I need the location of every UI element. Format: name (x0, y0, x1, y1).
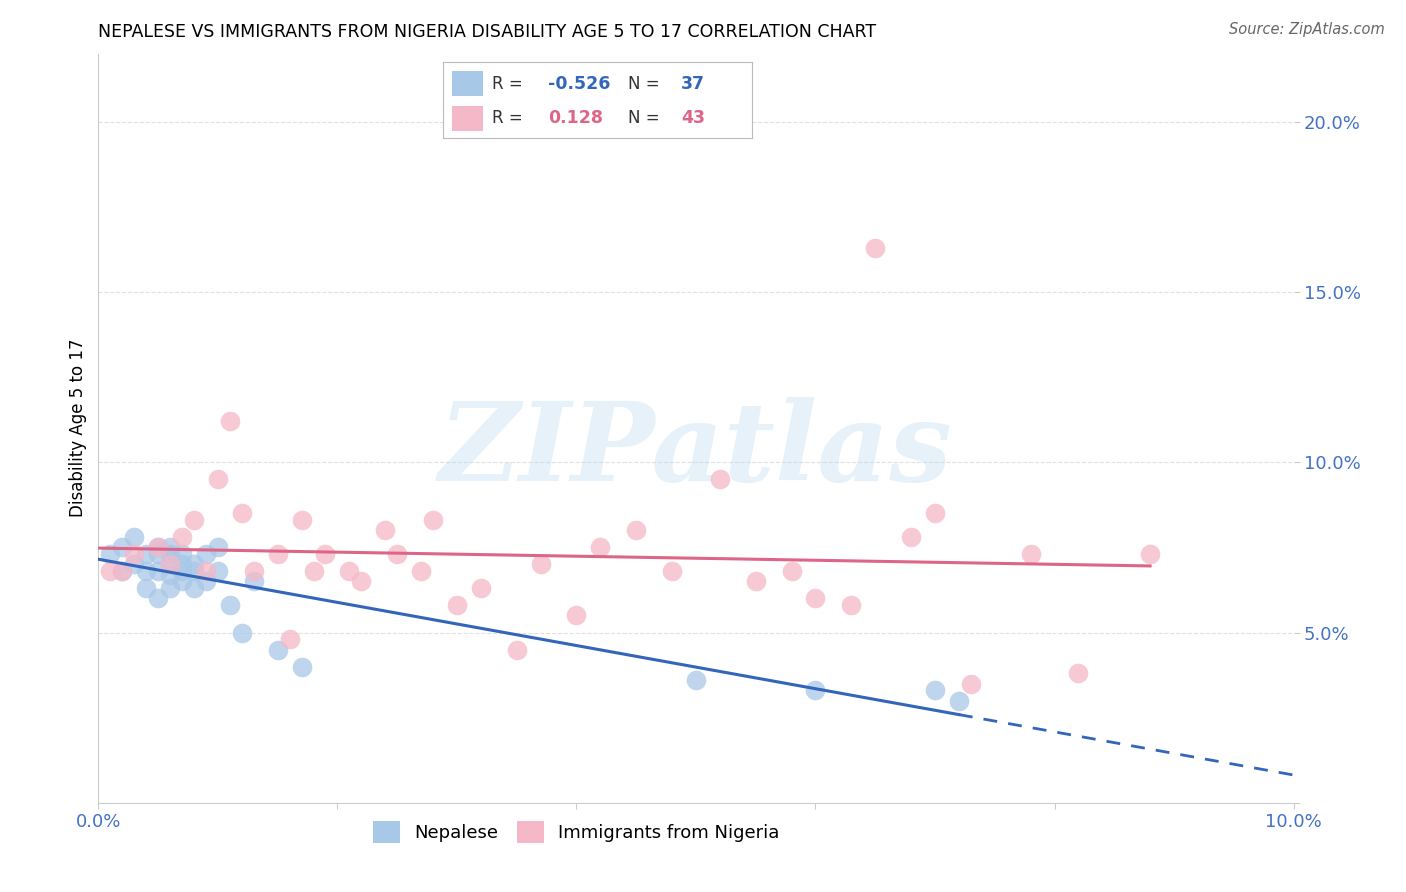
Point (195, 574, 218, 589)
Point (291, 659, 314, 673)
Point (243, 574, 266, 589)
Point (804, 683, 827, 698)
Text: N =: N = (628, 75, 665, 93)
Point (111, 541, 134, 555)
Point (685, 673, 707, 688)
Point (135, 564, 157, 578)
Point (1139, 547, 1161, 561)
Point (948, 693, 970, 707)
Point (231, 506, 253, 520)
Point (267, 547, 290, 561)
Point (159, 558, 181, 572)
Point (111, 564, 134, 578)
Point (148, 564, 170, 578)
Text: -0.526: -0.526 (548, 75, 610, 93)
Point (302, 564, 325, 578)
Point (411, 564, 433, 578)
Point (589, 541, 612, 555)
Point (267, 642, 290, 657)
Point (470, 581, 492, 595)
Point (207, 564, 229, 578)
Text: N =: N = (628, 109, 665, 127)
Point (172, 547, 194, 561)
Point (148, 541, 170, 555)
Point (172, 574, 194, 589)
Point (111, 564, 134, 578)
Point (924, 683, 946, 698)
Point (183, 513, 205, 527)
Point (960, 676, 983, 690)
Point (159, 541, 181, 555)
Point (183, 564, 205, 578)
Legend: Nepalese, Immigrants from Nigeria: Nepalese, Immigrants from Nigeria (366, 814, 787, 850)
Text: 43: 43 (681, 109, 704, 127)
Point (172, 558, 194, 572)
Point (446, 599, 468, 613)
Point (865, 241, 887, 255)
Point (124, 530, 146, 544)
Point (172, 530, 194, 544)
Point (780, 564, 803, 578)
Point (207, 541, 229, 555)
Point (900, 530, 922, 544)
Point (135, 547, 157, 561)
Point (422, 513, 444, 527)
Point (148, 541, 170, 555)
Point (148, 591, 170, 606)
Point (195, 547, 218, 561)
Point (183, 558, 205, 572)
Point (159, 581, 181, 595)
Point (159, 567, 181, 582)
Point (565, 608, 588, 623)
Y-axis label: Disability Age 5 to 17: Disability Age 5 to 17 (69, 339, 87, 517)
Point (98, 547, 122, 561)
Point (278, 632, 301, 647)
Point (159, 558, 181, 572)
Text: R =: R = (492, 109, 529, 127)
Point (172, 564, 194, 578)
Point (124, 558, 146, 572)
Point (745, 574, 768, 589)
Point (124, 547, 146, 561)
Text: Source: ZipAtlas.com: Source: ZipAtlas.com (1229, 22, 1385, 37)
Point (1067, 666, 1090, 681)
Point (709, 472, 731, 486)
Text: 0.128: 0.128 (548, 109, 603, 127)
Point (339, 564, 361, 578)
Point (291, 513, 314, 527)
Point (1019, 547, 1042, 561)
Point (530, 558, 553, 572)
Point (219, 599, 242, 613)
Point (924, 506, 946, 520)
Point (506, 642, 529, 657)
Text: ZIPatlas: ZIPatlas (439, 397, 953, 504)
Point (148, 547, 170, 561)
Point (626, 524, 648, 538)
Point (183, 581, 205, 595)
Point (374, 524, 396, 538)
Point (243, 564, 266, 578)
Point (195, 564, 218, 578)
Point (661, 564, 683, 578)
Bar (453, 105, 484, 130)
Point (350, 574, 373, 589)
Bar (453, 70, 484, 95)
Point (135, 581, 157, 595)
Point (98, 564, 122, 578)
Point (207, 472, 229, 486)
Point (385, 547, 409, 561)
Point (231, 625, 253, 640)
Text: 37: 37 (681, 75, 704, 93)
Point (159, 547, 181, 561)
Text: NEPALESE VS IMMIGRANTS FROM NIGERIA DISABILITY AGE 5 TO 17 CORRELATION CHART: NEPALESE VS IMMIGRANTS FROM NIGERIA DISA… (98, 23, 876, 41)
Point (841, 599, 863, 613)
Point (315, 547, 337, 561)
Point (804, 591, 827, 606)
Text: R =: R = (492, 75, 529, 93)
Point (219, 414, 242, 428)
